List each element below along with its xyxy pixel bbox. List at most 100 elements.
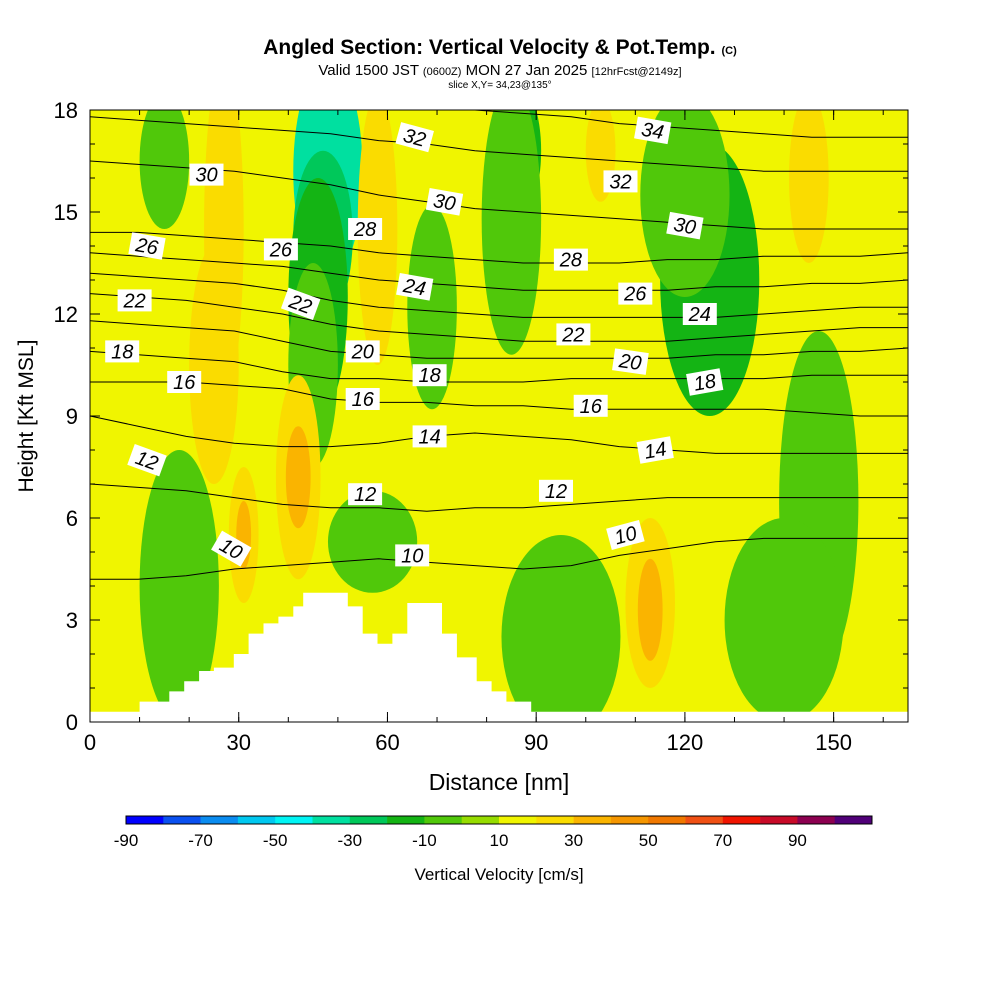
colorbar-tick-label: -70 xyxy=(188,831,213,850)
y-tick-label: 0 xyxy=(66,710,78,735)
velocity-cell-25 xyxy=(789,110,829,263)
contour-label-text: 16 xyxy=(352,389,375,411)
isentrope-18 xyxy=(90,350,908,383)
colorbar-swatch xyxy=(648,816,686,824)
colorbar-swatch xyxy=(387,816,425,824)
colorbar-swatch xyxy=(573,816,612,824)
colorbar-tick-label: 50 xyxy=(639,831,658,850)
isentrope-34 xyxy=(467,110,908,138)
colorbar-swatch xyxy=(312,816,351,824)
contour-label: 32 xyxy=(395,122,434,153)
colorbar-tick-label: -30 xyxy=(338,831,363,850)
colorbar-tick-label: 30 xyxy=(564,831,583,850)
contour-label: 26 xyxy=(128,232,166,260)
contour-label-text: 14 xyxy=(418,426,440,448)
contour-label-text: 12 xyxy=(545,481,567,503)
chart-title: Angled Section: Vertical Velocity & Pot.… xyxy=(263,36,737,59)
colorbar-swatch xyxy=(461,816,500,824)
contour-label-text: 12 xyxy=(354,484,376,506)
colorbar-swatch xyxy=(722,816,761,824)
colorbar-swatch xyxy=(834,816,873,824)
contour-label: 24 xyxy=(682,303,717,326)
contour-label-text: 14 xyxy=(643,438,669,464)
contour-label-text: 30 xyxy=(195,165,217,187)
contour-label: 24 xyxy=(396,273,434,301)
colorbar-tick-label: -50 xyxy=(263,831,288,850)
isentrope-32 xyxy=(90,116,908,172)
x-axis-label: Distance [nm] xyxy=(429,769,570,795)
contour-label: 16 xyxy=(573,394,608,418)
velocity-field xyxy=(139,110,859,722)
colorbar-swatch xyxy=(685,816,724,824)
colorbar-swatch xyxy=(536,816,574,824)
y-tick-label: 15 xyxy=(54,200,78,225)
isentrope-24 xyxy=(90,272,908,318)
x-tick-label: 90 xyxy=(524,730,548,755)
contour-label: 34 xyxy=(634,116,672,145)
axes: 0 30 60 90 120 150 0 3 6 9 12 15 18 xyxy=(54,98,908,755)
colorbar-tick-label: -10 xyxy=(412,831,437,850)
velocity-cell-20 xyxy=(285,426,311,529)
contour-label: 16 xyxy=(345,388,380,411)
colorbar-swatch xyxy=(275,816,313,824)
contour-label-text: 28 xyxy=(559,250,582,272)
contour-label-text: 20 xyxy=(617,350,643,375)
x-tick-label: 0 xyxy=(84,730,96,755)
isentrope-30 xyxy=(90,160,908,230)
isentrope-lines xyxy=(90,110,908,580)
velocity-cell-16 xyxy=(724,518,844,722)
x-tick-label: 120 xyxy=(667,730,704,755)
isentrope-14 xyxy=(90,415,908,454)
colorbar-swatch xyxy=(349,816,388,824)
x-tick-label: 150 xyxy=(815,730,852,755)
contour-label: 20 xyxy=(345,340,380,363)
contour-label: 28 xyxy=(348,218,383,241)
contour-label: 26 xyxy=(263,238,298,261)
isentrope-26 xyxy=(90,252,908,291)
colorbar-swatch xyxy=(760,816,798,824)
colorbar-swatch xyxy=(237,816,276,824)
isentrope-12 xyxy=(90,483,908,512)
contour-label-text: 32 xyxy=(609,171,631,193)
velocity-cell-13 xyxy=(139,110,190,229)
contour-label: 30 xyxy=(425,188,464,216)
y-tick-label: 3 xyxy=(66,608,78,633)
velocity-cell-14 xyxy=(327,490,418,593)
colorbar-swatch xyxy=(499,816,537,824)
plot-area: 3026221816121026222820161232302418141028… xyxy=(90,110,908,722)
colorbar: -90 -70 -50 -30 -10 10 30 50 70 90 xyxy=(114,815,873,850)
contour-label: 12 xyxy=(539,479,573,503)
velocity-cell-5 xyxy=(481,110,542,355)
colorbar-swatch xyxy=(200,816,239,824)
contour-label-text: 24 xyxy=(688,304,711,326)
contour-label-text: 26 xyxy=(623,284,647,306)
isentrope-20 xyxy=(90,320,908,359)
contour-label-text: 10 xyxy=(401,545,423,567)
colorbar-swatch xyxy=(424,816,462,824)
colorbar-tick-label: 10 xyxy=(490,831,509,850)
contour-label: 30 xyxy=(666,211,704,240)
velocity-cell-12 xyxy=(139,450,219,722)
x-tick-label: 60 xyxy=(375,730,399,755)
y-tick-label: 18 xyxy=(54,98,78,123)
colorbar-label: Vertical Velocity [cm/s] xyxy=(414,865,583,884)
contour-label: 22 xyxy=(556,323,591,346)
contour-label-text: 22 xyxy=(561,324,584,346)
contour-label: 10 xyxy=(395,544,430,567)
x-tick-label: 30 xyxy=(226,730,250,755)
colorbar-swatch xyxy=(163,816,201,824)
isentrope-16 xyxy=(90,381,908,417)
contour-label: 14 xyxy=(412,425,447,448)
y-axis-label: Height [Kft MSL] xyxy=(15,340,38,493)
contour-label-text: 24 xyxy=(401,275,428,301)
contour-label-text: 34 xyxy=(640,119,666,145)
isentrope-22 xyxy=(90,293,908,342)
contour-label: 26 xyxy=(618,282,653,306)
contour-label: 18 xyxy=(686,368,724,396)
velocity-cell-18 xyxy=(189,246,239,484)
colorbar-swatch xyxy=(126,816,164,824)
contour-label-text: 26 xyxy=(269,239,293,261)
contour-label: 14 xyxy=(636,436,674,464)
contour-label: 22 xyxy=(117,289,152,312)
contour-label: 12 xyxy=(348,483,383,506)
